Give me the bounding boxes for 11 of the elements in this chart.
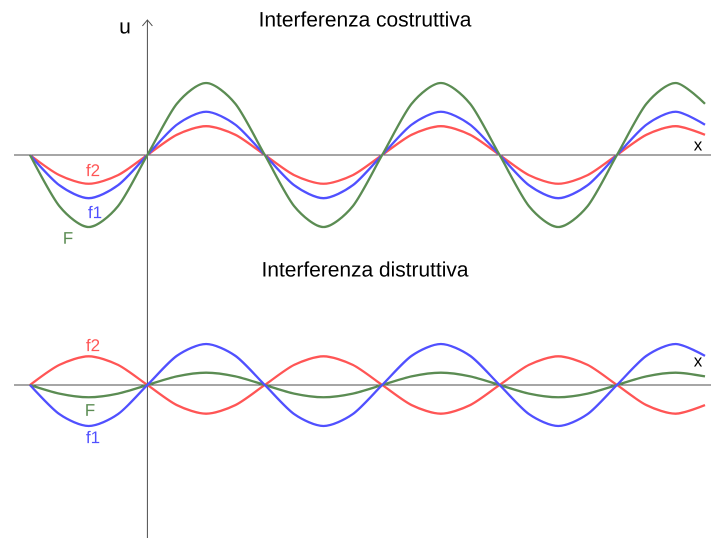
chart-title: Interferenza distruttiva bbox=[263, 261, 468, 277]
series-label: F bbox=[64, 232, 73, 244]
chart-title: Interferenza costruttiva bbox=[260, 11, 472, 27]
series-label: f1 bbox=[86, 430, 100, 444]
series-label: f2 bbox=[86, 338, 100, 352]
series-label: F bbox=[86, 404, 95, 416]
series-label: f2 bbox=[86, 164, 100, 176]
series-label: f1 bbox=[88, 206, 102, 218]
x-axis-title: x bbox=[694, 358, 702, 366]
y-axis-title: u bbox=[120, 22, 130, 34]
x-axis-title: x bbox=[694, 142, 702, 150]
